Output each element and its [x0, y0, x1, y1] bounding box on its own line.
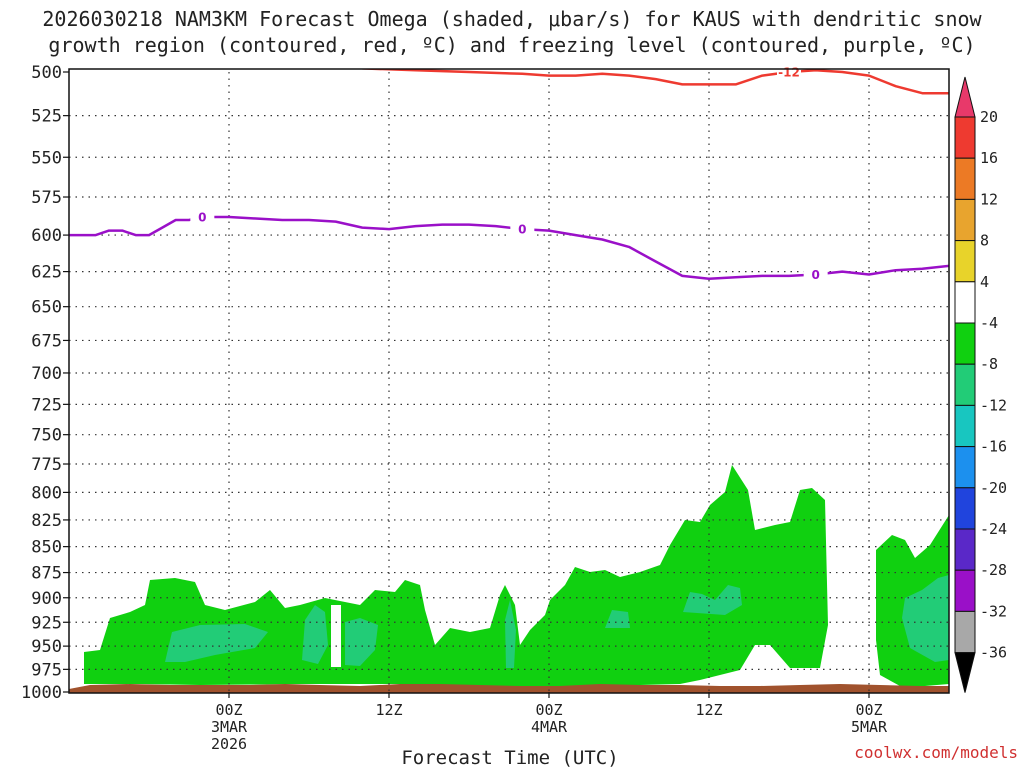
x-tick-label: 00Z [215, 701, 242, 719]
freezing_level-line [69, 215, 949, 280]
y-tick-label: 500 [31, 63, 62, 83]
x-tick-label: 00Z [535, 701, 562, 719]
plot-frame [68, 68, 950, 694]
dgz_isotherm-line [362, 69, 949, 95]
y-tick-label: 925 [31, 613, 62, 633]
x-tick-label: 00Z [855, 701, 882, 719]
y-tick-label: 1000 [21, 683, 62, 703]
colorbar-label: -8 [980, 355, 998, 373]
omega-fill-minus8-east [902, 575, 949, 662]
colorbar-segment [954, 487, 976, 530]
freezing_level-label-bg [803, 267, 828, 282]
omega-fill-zero-gap [331, 605, 341, 667]
colorbar-label: -4 [980, 314, 998, 332]
plot-area [69, 69, 949, 693]
ground-terrain [69, 684, 949, 693]
colorbar-segment [954, 322, 976, 365]
colorbar-label: -28 [980, 561, 1007, 579]
y-tick-label: 750 [31, 426, 62, 446]
y-tick-label: 625 [31, 263, 62, 283]
x-tick-label: 4MAR [531, 718, 568, 736]
freezing_level-label: 0 [198, 211, 206, 225]
freezing_level-label: 0 [518, 223, 526, 237]
y-tick-label: 825 [31, 511, 62, 531]
freezing_level-label: 0 [811, 268, 819, 282]
colorbar-segment [954, 116, 976, 159]
colorbar-segment [954, 610, 976, 654]
y-tick-label: 800 [31, 483, 62, 503]
omega-fill-minus8-b [302, 605, 328, 664]
dgz_isotherm-label: -12 [778, 66, 800, 80]
colorbar: 20 16 12 8 4 -4 -8 -12 -16 -20 -24 -28 -32 -36 [954, 76, 1007, 693]
y-tick-label: 550 [31, 148, 62, 168]
colorbar-label: 8 [980, 232, 989, 250]
credit-text: coolwx.com/models [854, 743, 1018, 762]
colorbar-segment [954, 404, 976, 448]
colorbar-label: -12 [980, 396, 1007, 414]
colorbar-segment [954, 363, 976, 406]
omega-fill-minus8-e [605, 610, 630, 628]
colorbar-segment [954, 446, 976, 489]
colorbar-label: 16 [980, 149, 998, 167]
colorbar-label: -16 [980, 438, 1007, 456]
colorbar-label: 20 [980, 108, 998, 126]
x-tick-label: 2026 [211, 735, 247, 753]
x-tick-label: 3MAR [211, 718, 248, 736]
chart-title-line1: 2026030218 NAM3KM Forecast Omega (shaded… [42, 7, 982, 31]
x-tick-label: 5MAR [851, 718, 888, 736]
colorbar-label: -36 [980, 644, 1007, 662]
y-tick-label: 725 [31, 395, 62, 415]
freezing_level-label-bg [510, 222, 535, 237]
omega-fill-minus8-west [165, 624, 268, 662]
colorbar-segment [954, 157, 976, 200]
contour-lines [69, 69, 949, 280]
colorbar-segment [954, 528, 976, 571]
colorbar-bottom-arrow [954, 652, 976, 693]
colorbar-label: -24 [980, 520, 1007, 538]
y-tick-label: 575 [31, 188, 62, 208]
x-axis-label: Forecast Time (UTC) [401, 747, 618, 768]
omega-fill-minus8-d [505, 600, 516, 668]
y-tick-label: 850 [31, 538, 62, 558]
y-tick-label: 775 [31, 455, 62, 475]
y-axis: 500 525 550 575 600 625 650 675 700 725 750 775 800 8… [21, 63, 69, 703]
omega-fill-minus8-f [683, 585, 742, 615]
y-tick-label: 875 [31, 564, 62, 584]
y-tick-label: 675 [31, 331, 62, 351]
colorbar-label: -20 [980, 479, 1007, 497]
y-tick-label: 900 [31, 589, 62, 609]
freezing_level-label-bg [190, 210, 215, 225]
chart-title-line2: growth region (contoured, red, ºC) and f… [48, 33, 975, 57]
y-tick-label: 600 [31, 226, 62, 246]
y-tick-label: 975 [31, 660, 62, 680]
colorbar-label: 4 [980, 273, 989, 291]
colorbar-label: -32 [980, 602, 1007, 620]
y-tick-label: 650 [31, 298, 62, 318]
y-tick-label: 950 [31, 637, 62, 657]
colorbar-segment [954, 240, 976, 283]
contour-labels: 0 0 0 -12 [190, 65, 828, 282]
colorbar-label: 12 [980, 190, 998, 208]
colorbar-segment [954, 281, 976, 324]
x-tick-label: 12Z [695, 701, 722, 719]
colorbar-segment [954, 198, 976, 242]
x-tick-label: 12Z [375, 701, 402, 719]
colorbar-segment [954, 569, 976, 612]
omega-fill-minus4 [84, 465, 828, 686]
colorbar-top-arrow [954, 76, 976, 118]
omega-fill-minus8-c [345, 618, 378, 666]
y-tick-label: 525 [31, 107, 62, 127]
y-tick-label: 700 [31, 364, 62, 384]
